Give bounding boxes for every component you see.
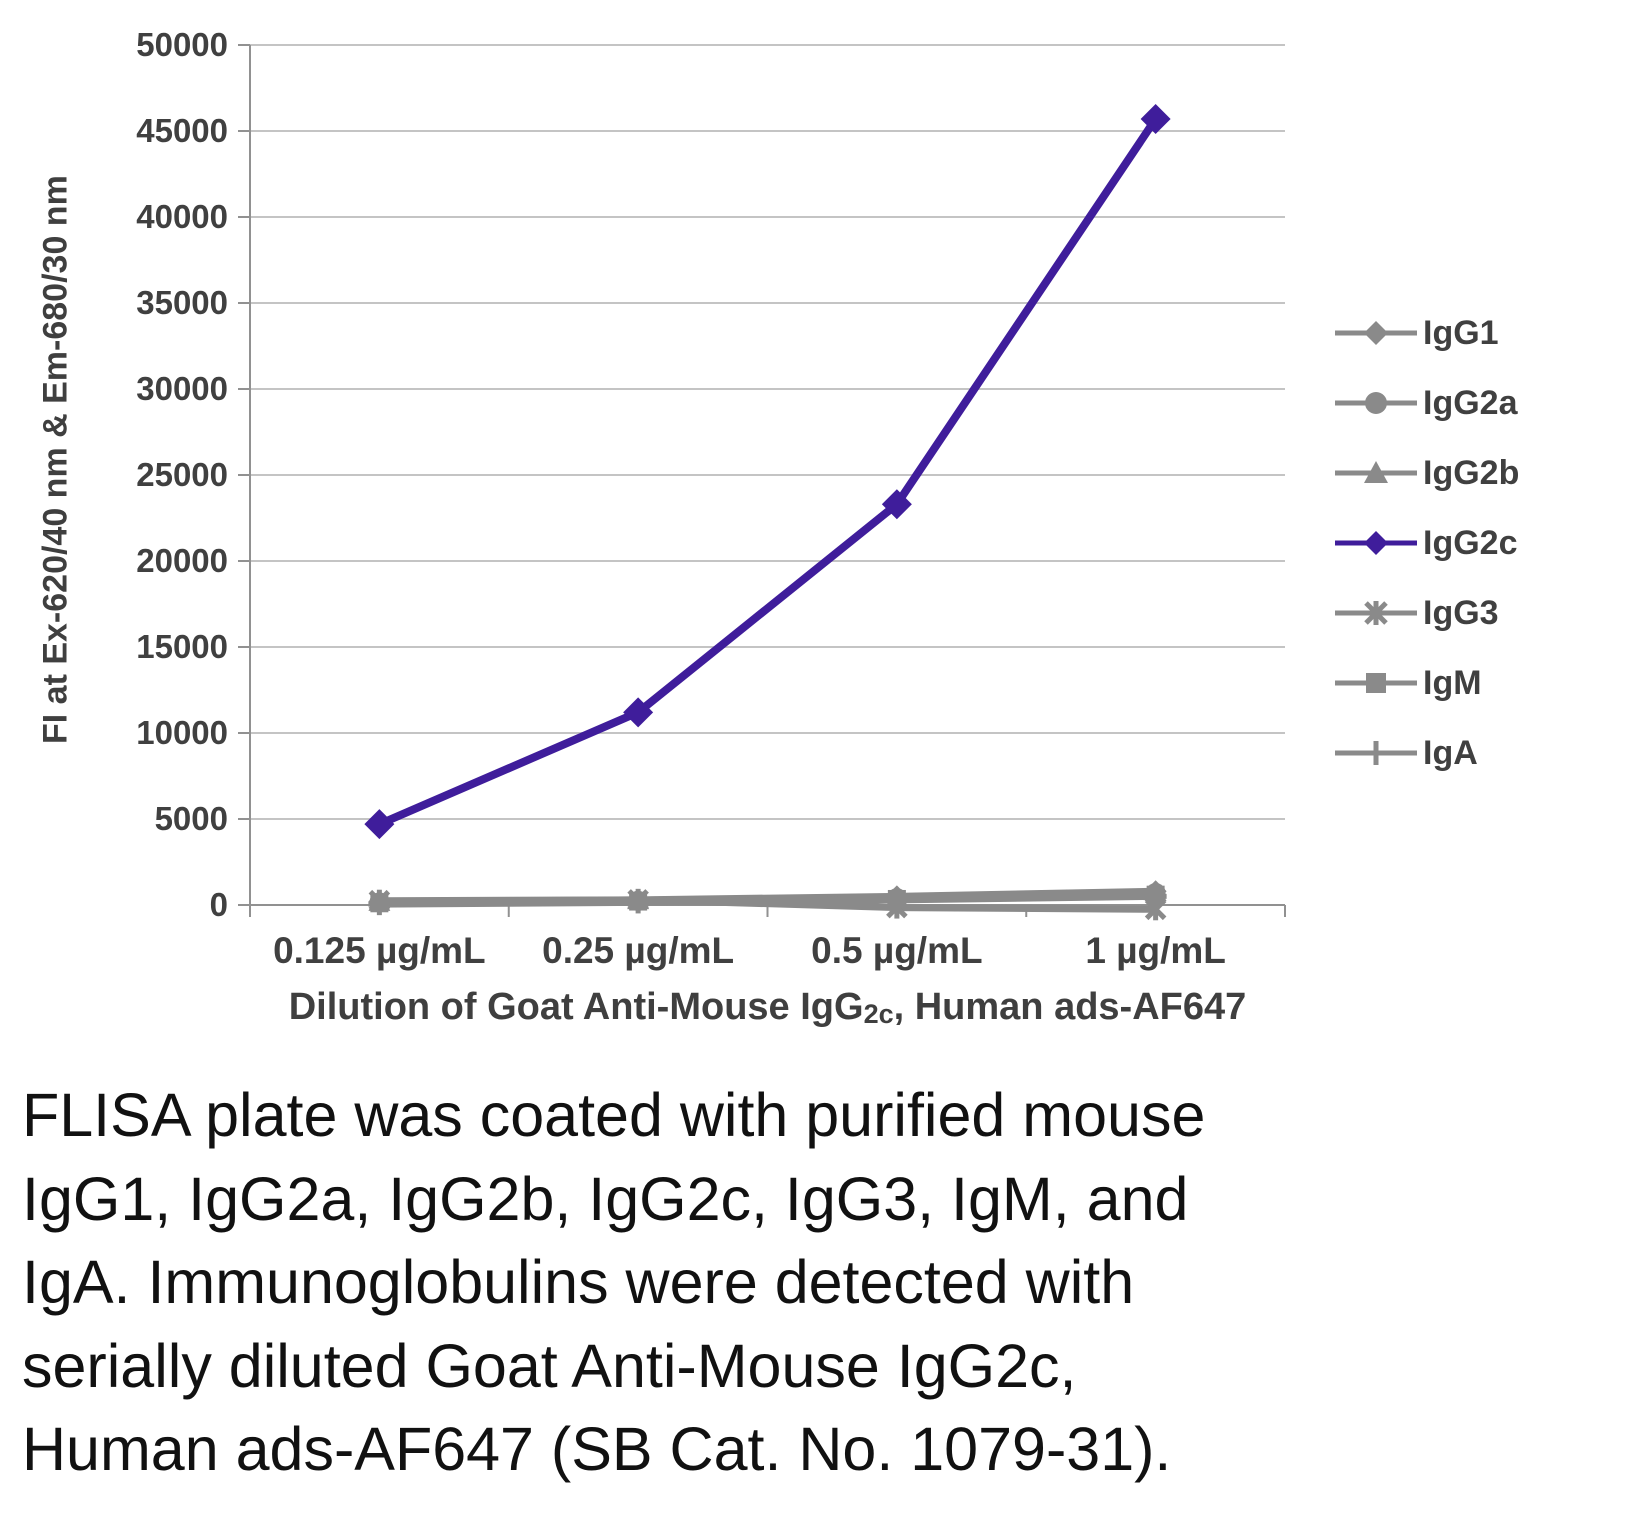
legend-item-IgM: IgM	[1332, 666, 1519, 700]
square-marker-icon	[1366, 673, 1386, 693]
caption-line: IgG1, IgG2a, IgG2b, IgG2c, IgG3, IgM, an…	[22, 1164, 1189, 1233]
circle-marker-icon	[1365, 392, 1387, 414]
legend-item-IgG2b: IgG2b	[1332, 456, 1519, 490]
legend-plus-icon	[1335, 741, 1417, 765]
diamond-marker-icon	[1364, 531, 1388, 555]
legend-item-IgG1: IgG1	[1332, 316, 1519, 350]
legend-label: IgM	[1423, 664, 1482, 702]
chart-plot: 0 5000 10000 15000 20000 25000 30000 35000 40000…	[136, 26, 1286, 971]
y-tick-label: 0	[210, 886, 228, 923]
legend: IgG1 IgG2a IgG2b IgG2c IgG3 IgM IgA	[1332, 316, 1519, 770]
diamond-marker-icon	[1364, 321, 1388, 345]
legend-label: IgG2a	[1423, 384, 1518, 422]
legend-diamond-icon	[1335, 321, 1417, 345]
x-tick-label: 0.5 µg/mL	[811, 930, 982, 971]
triangle-marker-icon	[1364, 461, 1388, 483]
caption-line: serially diluted Goat Anti-Mouse IgG2c,	[22, 1331, 1077, 1400]
legend-item-IgA: IgA	[1332, 736, 1519, 770]
series-line-IgG2c	[375, 114, 1160, 829]
y-tick-label: 40000	[136, 198, 228, 235]
y-tick-label: 25000	[136, 456, 228, 493]
legend-square-icon	[1335, 673, 1417, 693]
legend-item-IgG3: IgG3	[1332, 596, 1519, 630]
legend-circle-icon	[1335, 392, 1417, 414]
caption: FLISA plate was coated with purified mou…	[0, 1052, 1635, 1492]
caption-line: FLISA plate was coated with purified mou…	[22, 1081, 1206, 1149]
x-axis-label-prefix: Dilution of Goat Anti-Mouse IgG	[288, 986, 864, 1028]
y-tick-label: 20000	[136, 542, 228, 579]
diamond-marker-icon	[1140, 103, 1171, 134]
caption-line: IgA. Immunoglobulins were detected with	[22, 1248, 1135, 1317]
series-line-IgA	[375, 892, 1160, 908]
asterisk-marker-icon	[1364, 601, 1388, 625]
diamond-marker-icon	[623, 697, 654, 728]
y-tick-label: 10000	[136, 714, 228, 751]
y-tick-label: 45000	[136, 112, 228, 149]
y-tick-label: 35000	[136, 284, 228, 321]
legend-triangle-icon	[1335, 461, 1417, 483]
caption-line: Human ads-AF647 (SB Cat. No. 1079-31).	[22, 1415, 1172, 1484]
y-tick-label: 30000	[136, 370, 228, 407]
flisa-figure: FI at Ex-620/40 nm & Em-680/30 nm 0 5000 1…	[0, 26, 1635, 1492]
x-tick-label: 0.25 µg/mL	[542, 930, 734, 971]
legend-label: IgA	[1423, 734, 1478, 772]
x-axis-label-suffix: , Human ads-AF647	[893, 986, 1247, 1028]
legend-label: IgG1	[1423, 314, 1499, 352]
chart-area: FI at Ex-620/40 nm & Em-680/30 nm 0 5000 1…	[37, 26, 1520, 1029]
legend-item-IgG2c: IgG2c	[1332, 526, 1519, 560]
x-axis-label: Dilution of Goat Anti-Mouse IgG2c, Human…	[250, 986, 1285, 1029]
legend-item-IgG2a: IgG2a	[1332, 386, 1519, 420]
x-tick-label: 0.125 µg/mL	[273, 930, 486, 971]
x-axis-label-subscript: 2c	[863, 999, 894, 1029]
legend-diamond-icon	[1335, 531, 1417, 555]
legend-label: IgG2c	[1423, 524, 1518, 562]
diamond-marker-icon	[364, 809, 395, 840]
legend-label: IgG2b	[1423, 454, 1520, 492]
y-tick-label: 50000	[136, 26, 228, 63]
x-tick-label: 1 µg/mL	[1085, 930, 1226, 971]
legend-asterisk-icon	[1335, 601, 1417, 625]
y-tick-label: 15000	[136, 628, 228, 665]
diamond-marker-icon	[881, 489, 912, 520]
legend-label: IgG3	[1423, 594, 1499, 632]
y-tick-label: 5000	[155, 800, 228, 837]
